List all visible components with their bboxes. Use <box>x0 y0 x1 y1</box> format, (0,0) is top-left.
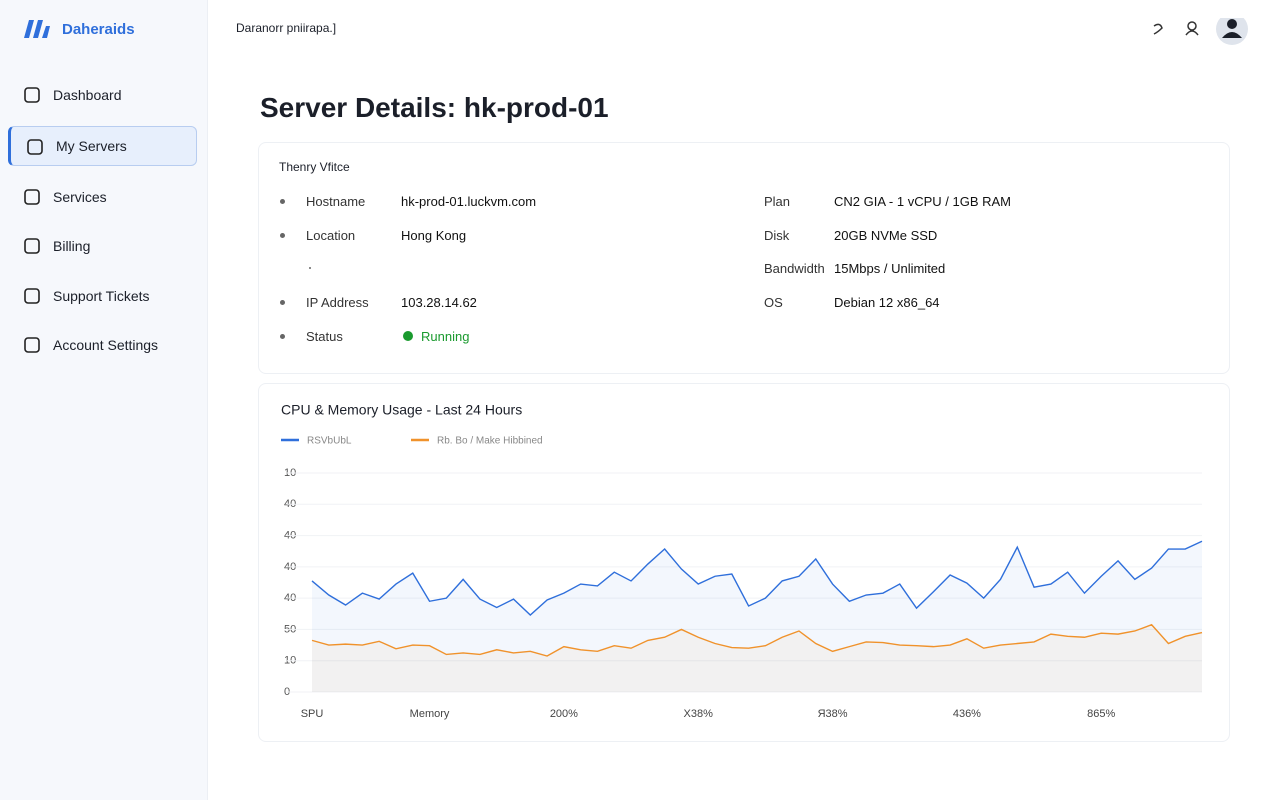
nav-label[interactable]: Billing <box>53 238 91 254</box>
status-dot <box>403 331 413 341</box>
card-title: Thenry Vfitce <box>279 160 350 174</box>
page-title: Server Details: hk-prod-01 <box>260 92 609 123</box>
logo-text: Daheraids <box>62 21 135 38</box>
x-tick-label: 865% <box>1087 708 1115 720</box>
legend-label: Rb. Bo / Make Hibbined <box>437 436 543 447</box>
nav-item[interactable]: Support Tickets <box>8 276 197 316</box>
bullet <box>280 334 285 339</box>
area <box>312 624 1202 692</box>
chart-title: CPU & Memory Usage - Last 24 Hours <box>281 402 522 418</box>
x-tick-label: X38% <box>684 708 714 720</box>
nav-item[interactable]: Services <box>8 177 197 217</box>
value: CN2 GIA - 1 vCPU / 1GB RAM <box>834 194 1011 209</box>
bullet <box>280 300 285 305</box>
nav-icon <box>27 139 43 155</box>
nav-label[interactable]: Services <box>53 189 107 205</box>
line <box>311 540 1203 616</box>
label: Bandwidth <box>764 261 825 276</box>
x-tick-label: Я38% <box>818 708 848 720</box>
header-icons <box>1153 18 1248 45</box>
chart: CPU & Memory Usage - Last 24 Hours 01050… <box>281 402 1203 720</box>
nav-item[interactable]: Billing <box>8 226 197 266</box>
nav-label[interactable]: Account Settings <box>53 337 159 353</box>
value: hk-prod-01.luckvm.com <box>401 194 537 209</box>
value: Running <box>421 329 470 344</box>
chart-card: CPU & Memory Usage - Last 24 Hours 0 10 50… <box>258 383 1230 742</box>
nav-icon <box>24 238 40 254</box>
label: OS <box>764 295 783 310</box>
value: 20GB NVMe SSD <box>834 228 938 243</box>
x-tick-label: 200% <box>550 708 578 720</box>
area <box>312 541 1202 692</box>
nav-item[interactable]: Dashboard <box>8 75 197 115</box>
details-card: Thenry Vfitce Hostname hk-prod-01.luckvm… <box>258 142 1230 374</box>
x-tick-label: 436% <box>953 708 981 720</box>
bullet <box>280 233 285 238</box>
label: Status <box>306 329 343 344</box>
value: Hong Kong <box>401 228 467 243</box>
value: 103.28.14.62 <box>401 295 477 310</box>
sidebar: Daheraids Dashboard My Servers Services Bil… <box>0 0 208 800</box>
value: Debian 12 x86_64 <box>834 295 940 310</box>
nav-label[interactable]: My Servers <box>56 138 127 154</box>
x-tick-label: SPU <box>301 708 324 720</box>
nav-icon <box>24 87 40 103</box>
legend-label: RSVbUbL <box>307 436 352 447</box>
breadcrumb: Daranorr pniirapa.] <box>236 21 337 35</box>
line <box>311 623 1203 657</box>
value: 15Mbps / Unlimited <box>834 261 946 276</box>
nav-item[interactable]: My Servers <box>8 126 197 166</box>
bullet <box>309 267 311 269</box>
label: Hostname <box>306 194 366 209</box>
label: Plan <box>764 194 791 209</box>
logo-icon <box>24 20 50 38</box>
label: Disk <box>764 228 790 243</box>
nav-icon <box>24 288 40 304</box>
nav-label[interactable]: Support Tickets <box>53 288 150 304</box>
label: IP Address <box>306 295 369 310</box>
nav-icon <box>24 337 40 353</box>
bullet <box>280 199 285 204</box>
nav-icon <box>24 189 40 205</box>
nav-label[interactable]: Dashboard <box>53 87 122 103</box>
x-tick-label: Memory <box>410 708 450 720</box>
nav-item[interactable]: Account Settings <box>8 325 197 365</box>
label: Location <box>306 228 356 243</box>
